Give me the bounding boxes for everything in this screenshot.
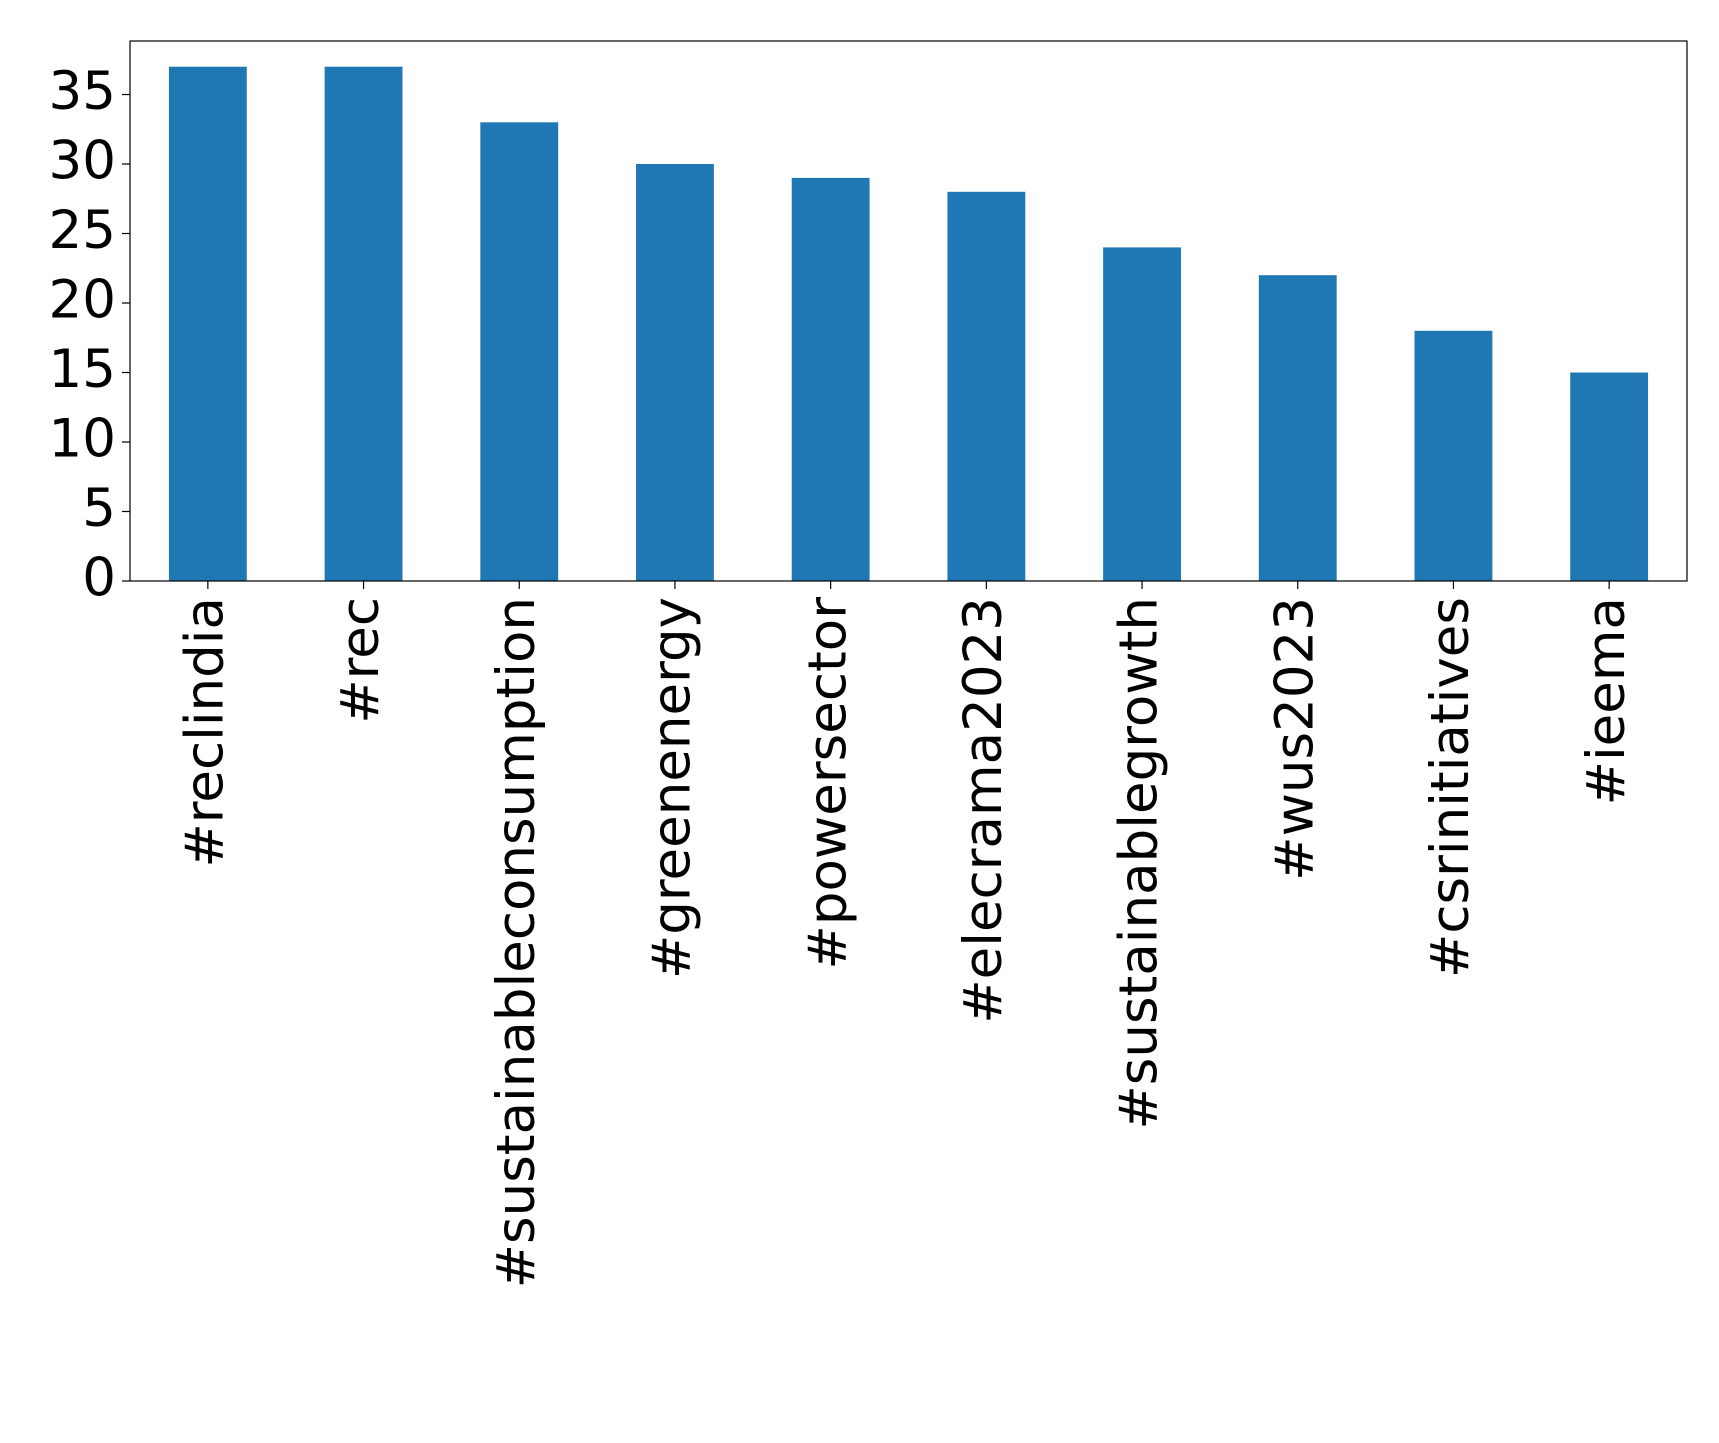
bar (791, 177, 870, 581)
bar (1570, 372, 1649, 581)
x-tick-label: #sustainablegrowth (1109, 597, 1170, 1130)
x-tick-label: #wus2023 (1264, 597, 1325, 881)
y-tick-label: 25 (49, 200, 116, 261)
x-tick-label: #ieema (1576, 597, 1637, 805)
x-tick-label: #reclindia (174, 597, 235, 868)
x-tick-label: #sustainableconsumption (486, 597, 547, 1288)
x-tick-label: #csrinitiatives (1420, 597, 1481, 978)
y-tick-label: 30 (49, 131, 116, 192)
bar (947, 191, 1026, 582)
bar (1258, 275, 1337, 581)
y-tick-label: 0 (82, 548, 116, 609)
bar (636, 164, 714, 581)
x-tick-label: #elecrama2023 (953, 597, 1014, 1024)
bar (480, 122, 559, 581)
y-tick-label: 20 (49, 270, 116, 331)
y-tick-label: 10 (49, 409, 116, 470)
y-tick-label: 35 (49, 61, 116, 122)
bar (1414, 330, 1493, 581)
x-tick-label: #powersector (797, 597, 858, 970)
x-tick-label: #greenenergy (642, 597, 703, 979)
bar (1103, 247, 1181, 581)
bar (324, 66, 403, 581)
plot-frame (129, 40, 1688, 582)
y-tick-label: 5 (82, 478, 116, 539)
bar (168, 66, 247, 581)
x-tick-label: #rec (330, 597, 391, 724)
y-tick-label: 15 (49, 339, 116, 400)
